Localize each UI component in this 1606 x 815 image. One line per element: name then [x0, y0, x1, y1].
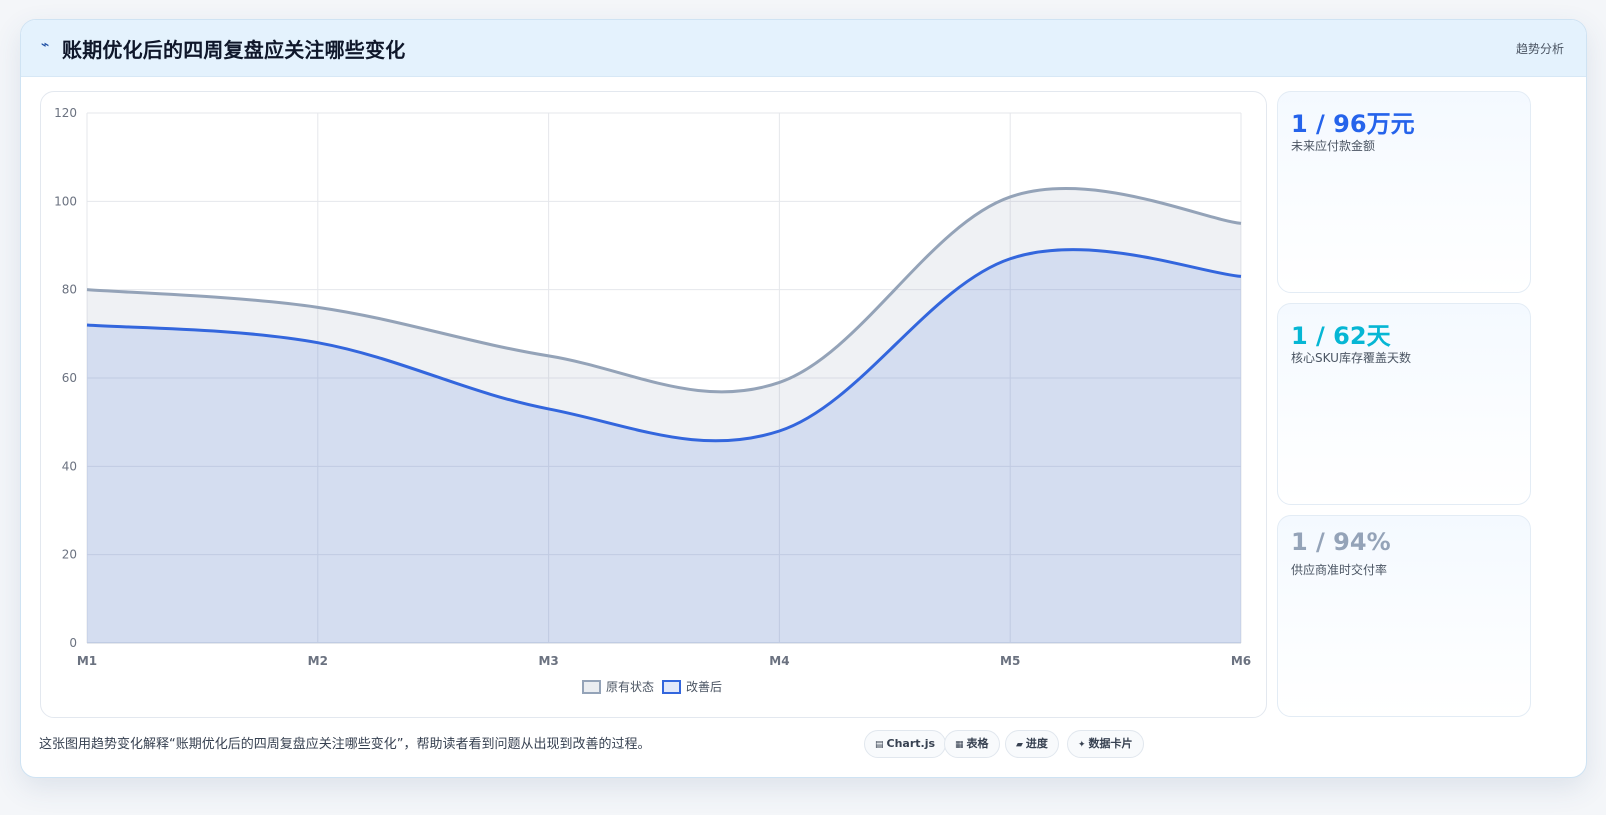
table-icon: ▦: [955, 740, 964, 750]
stat-card-payables: 1 / 96万元 未来应付款金额: [1277, 91, 1531, 293]
y-tick-label: 20: [62, 548, 77, 562]
stat-label: 核心SKU库存覆盖天数: [1291, 351, 1411, 365]
x-tick-label: M3: [538, 654, 558, 668]
pill-datacard[interactable]: ✦ 数据卡片: [1067, 730, 1144, 758]
footer-note: 这张图用趋势变化解释“账期优化后的四周复盘应关注哪些变化”，帮助读者看到问题从出…: [39, 737, 651, 752]
series-area-1: [87, 188, 1241, 644]
series-line-1: [86, 187, 1242, 394]
card-header: ⌁ 账期优化后的四周复盘应关注哪些变化 趋势分析: [21, 20, 1586, 77]
legend-label: 原有状态: [606, 680, 654, 694]
header-tag: 趋势分析: [1515, 42, 1564, 56]
x-tick-label: M5: [1000, 654, 1020, 668]
pill-label: 数据卡片: [1088, 737, 1133, 750]
series-line-2: [86, 248, 1242, 443]
pill-label: Chart.js: [886, 737, 936, 750]
main-card: ⌁ 账期优化后的四周复盘应关注哪些变化 趋势分析 0 20 40 60 80 100 120…: [20, 19, 1587, 778]
y-tick-label: 120: [54, 106, 77, 120]
chart-icon: ▤: [875, 740, 884, 750]
legend-swatch: [582, 680, 601, 694]
legend-swatch: [662, 680, 681, 694]
pill-table[interactable]: ▦ 表格: [944, 730, 1000, 758]
stat-card-delivery: 1 / 94% 供应商准时交付率: [1277, 515, 1531, 717]
pill-label: 进度: [1025, 737, 1048, 750]
trend-chart: 0 20 40 60 80 100 120 M1 M2 M3 M4 M5 M6 原有状态 改善后: [54, 106, 1251, 694]
pill-label: 表格: [966, 737, 989, 750]
x-tick-label: M2: [308, 654, 328, 668]
y-tick-label: 40: [62, 459, 77, 473]
bolt-icon: ⌁: [41, 37, 50, 53]
series-area-2: [87, 249, 1241, 643]
y-tick-label: 0: [69, 636, 77, 650]
x-tick-label: M6: [1231, 654, 1251, 668]
pill-chartjs[interactable]: ▤ Chart.js: [864, 730, 947, 758]
progress-icon: ▰: [1016, 740, 1023, 750]
y-tick-label: 80: [62, 283, 77, 297]
stat-value: 1 / 96万元: [1291, 110, 1415, 138]
y-tick-label: 100: [54, 194, 77, 208]
pill-progress[interactable]: ▰ 进度: [1005, 730, 1059, 758]
chart-panel: 0 20 40 60 80 100 120 M1 M2 M3 M4 M5 M6 原有状态 改善后: [40, 91, 1267, 718]
stat-card-inventory: 1 / 62天 核心SKU库存覆盖天数: [1277, 303, 1531, 505]
stat-label: 供应商准时交付率: [1291, 563, 1388, 577]
stat-value: 1 / 62天: [1291, 322, 1391, 350]
stat-value: 1 / 94%: [1291, 528, 1391, 556]
card-icon: ✦: [1078, 740, 1086, 750]
x-tick-label: M4: [769, 654, 789, 668]
stat-label: 未来应付款金额: [1291, 139, 1376, 153]
y-tick-label: 60: [62, 371, 77, 385]
legend-label: 改善后: [686, 679, 722, 694]
page-title: 账期优化后的四周复盘应关注哪些变化: [62, 38, 406, 62]
x-tick-label: M1: [77, 654, 97, 668]
